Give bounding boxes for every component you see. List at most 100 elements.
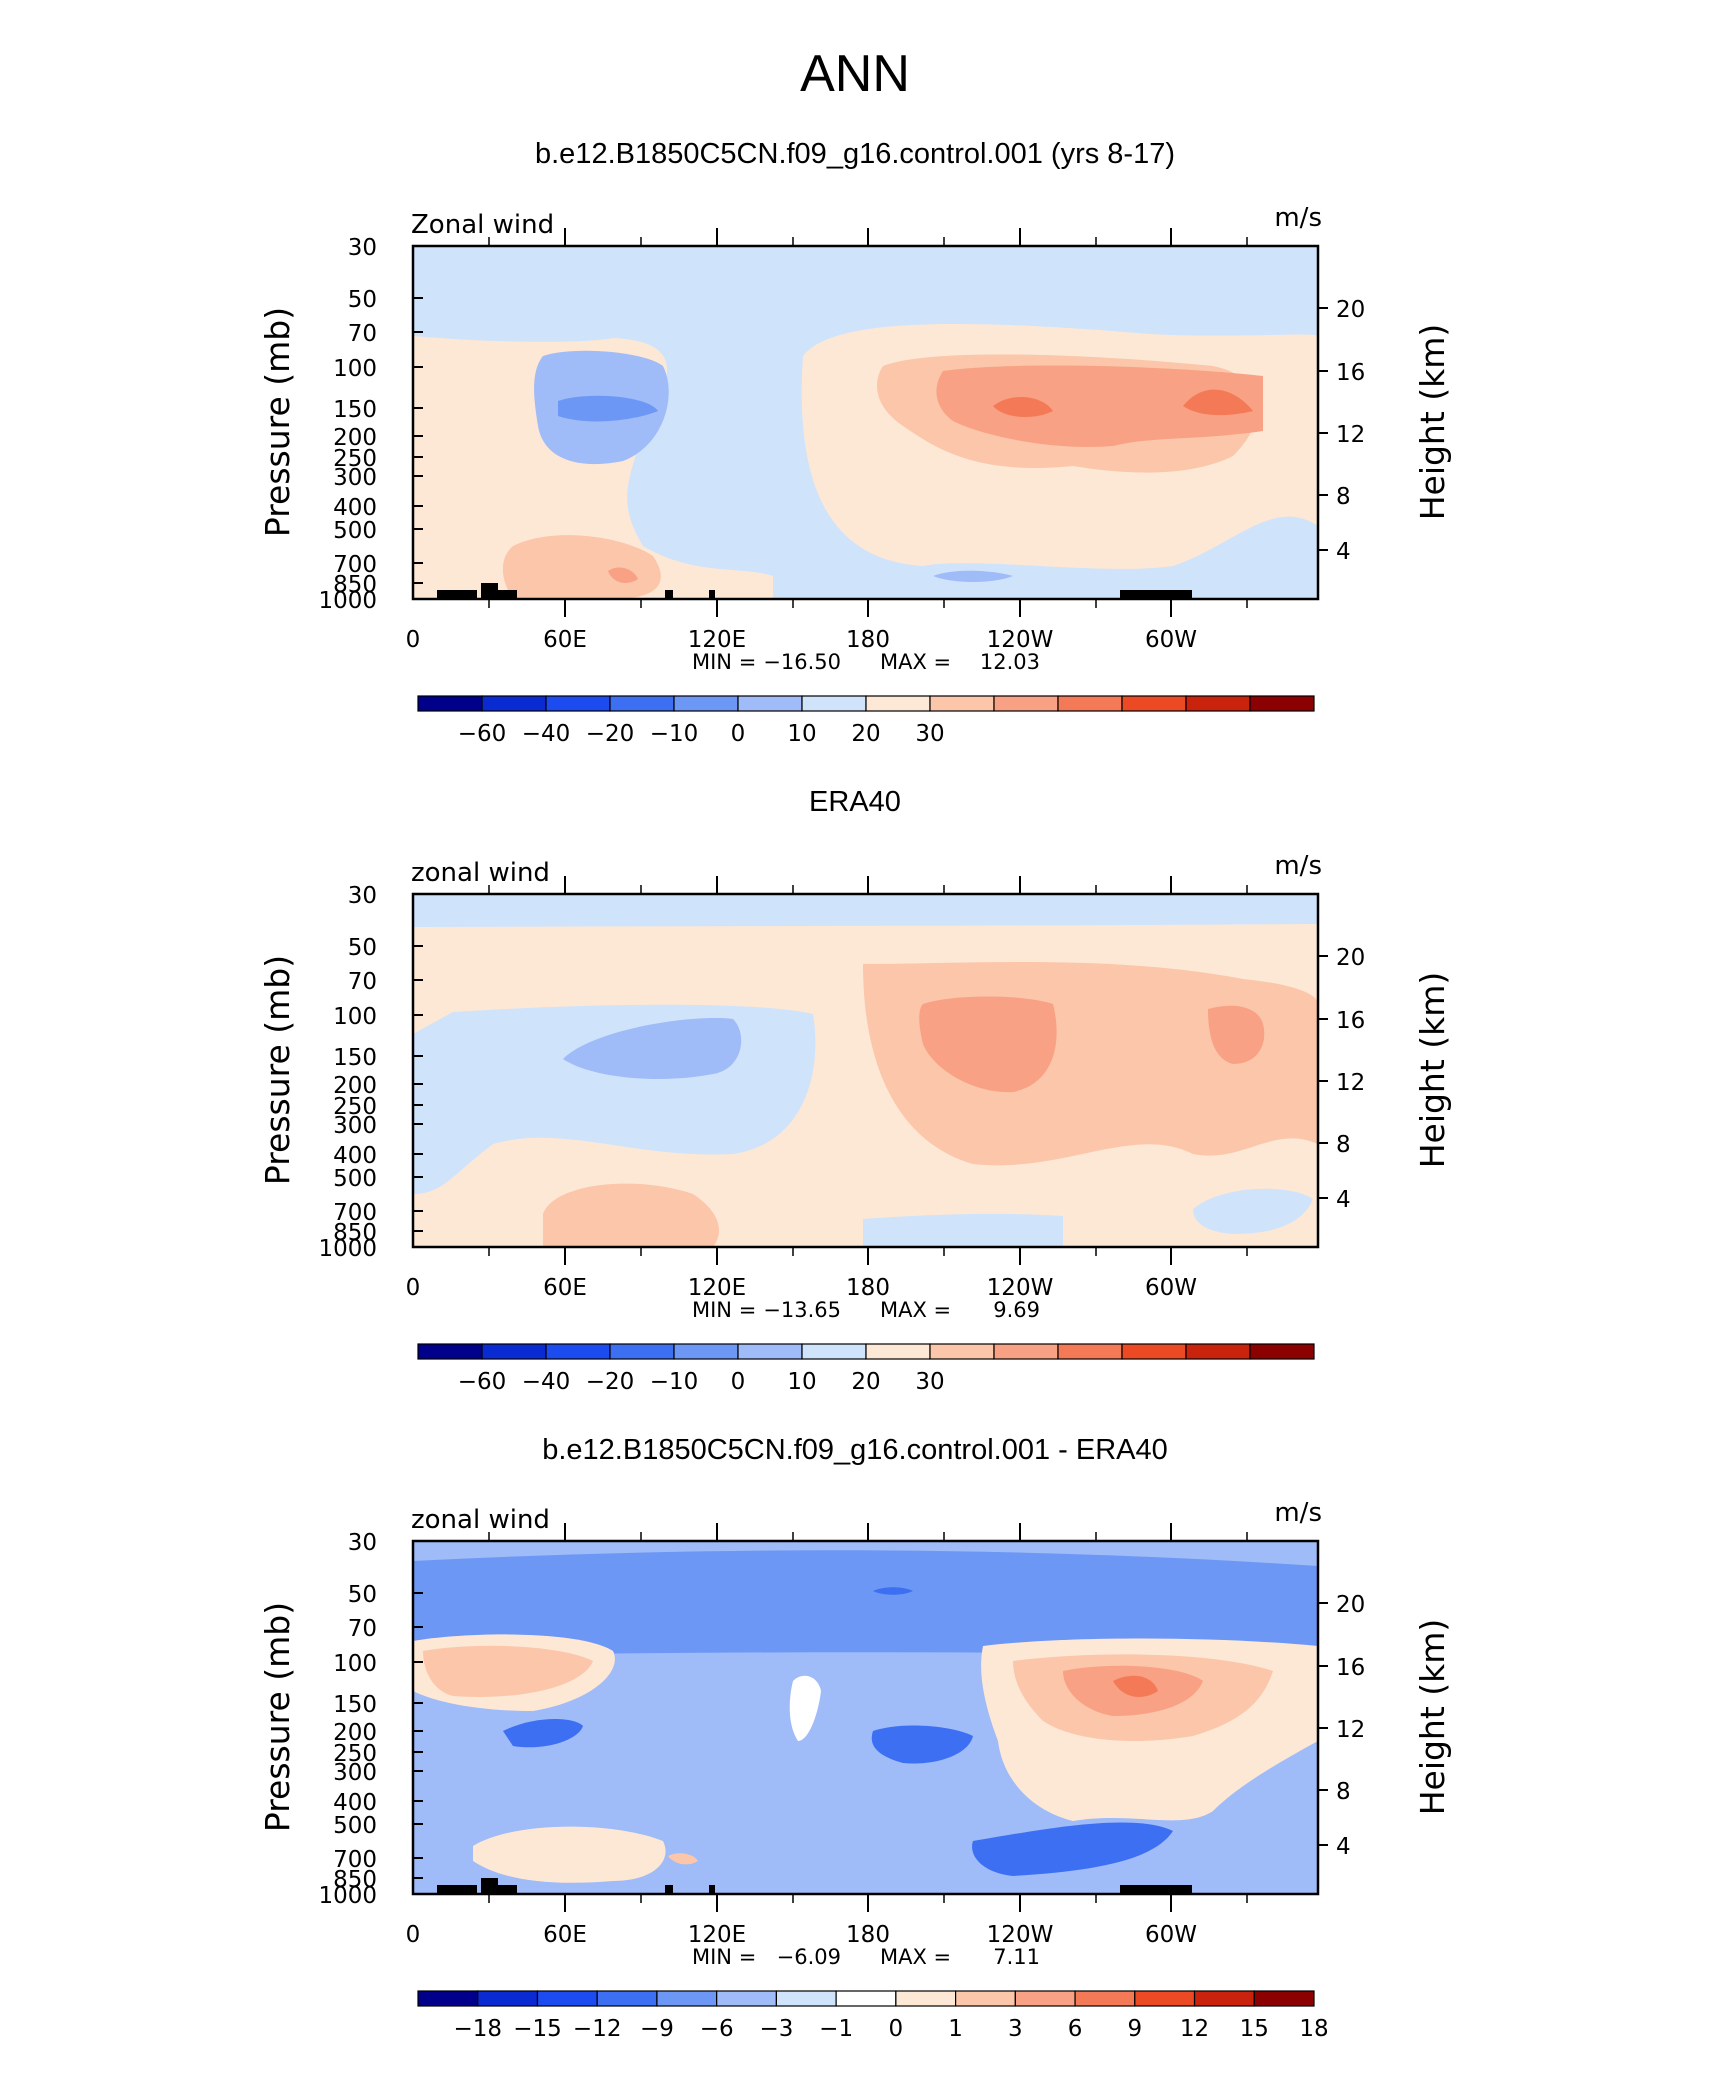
variable-label: zonal wind [411,1505,550,1535]
colorbar-label: −18 [453,2016,502,2042]
contour-low-positive [473,1826,666,1883]
y-tick-label: 1000 [318,1883,377,1909]
y-tick-label: 850 [333,572,377,598]
colorbar-swatch [673,1343,739,1360]
y-tick-label: 300 [333,1760,377,1786]
colorbar-swatch [481,1343,547,1360]
y-tick-label: 500 [333,1813,377,1839]
colorbar-label: −40 [522,1369,571,1395]
y-tick-label: 200 [333,1720,377,1746]
colorbar-swatch [1057,1343,1123,1360]
topography-block [437,590,477,598]
y-right-tick-label: 16 [1336,1008,1365,1034]
colorbar-swatch [1193,1990,1255,2007]
y-tick-label: 700 [333,552,377,578]
y-axis-title: Pressure (mb) [258,307,297,537]
topography-block [709,1885,715,1893]
contour-field [413,1541,1318,1894]
contour-negative-low [972,1822,1173,1876]
stat-max-label: MAX = [880,650,951,674]
contour-low-negative-1 [863,1213,1063,1247]
stat-min-value: −6.09 [777,1945,841,1969]
y-right-axis-title: Height (km) [1413,324,1452,521]
colorbar-label: 6 [1068,2016,1083,2042]
plot-frame [411,244,1320,601]
topography-block [490,590,517,598]
stat-min-label: MIN = [692,650,756,674]
y-right-tick-label: 8 [1336,1132,1351,1158]
colorbar-label: −3 [759,2016,793,2042]
y-tick-label: 700 [333,1847,377,1873]
x-tick-label: 60E [543,1275,587,1301]
plot-frame [411,892,1320,1249]
y-tick-label: 150 [333,1045,377,1071]
colorbar-label: 30 [915,1369,944,1395]
colorbar-label: 12 [1180,2016,1209,2042]
colorbar-swatch [993,695,1059,712]
y-right-tick-label: 8 [1336,1779,1351,1805]
contour-low-level [543,1183,719,1247]
topography [437,1878,1192,1893]
y-right-tick-label: 16 [1336,1655,1365,1681]
colorbar-label: −60 [458,1369,507,1395]
y-right-tick-label: 12 [1336,1717,1365,1743]
colorbar-label: −60 [458,721,507,747]
y-tick-label: 70 [348,321,377,347]
colorbar-swatch [865,695,931,712]
topography-block [1120,1885,1192,1893]
x-tick-label: 60E [543,627,587,653]
y-right-tick-label: 16 [1336,360,1365,386]
y-right-tick-label: 12 [1336,1070,1365,1096]
x-tick-label: 120E [688,627,746,653]
y-tick-label: 150 [333,397,377,423]
colorbar-swatch [929,695,995,712]
topography [437,583,1192,598]
x-tick-label: 120E [688,1275,746,1301]
y-tick-label: 400 [333,495,377,521]
colorbar-label: −10 [650,1369,699,1395]
colorbar: −18 −15 −12 −9 −6 −3 −1 0 1 3 6 9 12 15 18 [417,1990,1329,2042]
contour-low-negative-2 [1193,1188,1313,1234]
colorbar-label: −20 [586,721,635,747]
contour-negative-core [873,1587,913,1595]
variable-label: Zonal wind [411,210,554,240]
y-tick-label: 150 [333,1692,377,1718]
x-tick-label: 60W [1145,1922,1197,1948]
y-tick-label: 250 [333,1094,377,1120]
y-tick-label: 30 [348,1530,377,1556]
colorbar-swatch [1121,1343,1187,1360]
colorbar-swatch [477,1990,539,2007]
colorbar-label: −9 [640,2016,674,2042]
y-tick-label: 400 [333,1143,377,1169]
y-tick-label: 250 [333,1741,377,1767]
colorbar-swatch [609,695,675,712]
y-tick-label: 50 [348,287,377,313]
y-tick-label: 400 [333,1790,377,1816]
colorbar-swatch [865,1343,931,1360]
units-label: m/s [1274,203,1322,233]
x-tick-label: 60W [1145,627,1197,653]
x-tick-label: 180 [846,627,890,653]
colorbar-swatch [1253,1990,1315,2007]
x-tick-label: 60W [1145,1275,1197,1301]
colorbar-label: 1 [948,2016,963,2042]
stat-max-label: MAX = [880,1945,951,1969]
colorbar-label: 10 [787,721,816,747]
stat-max-value: 9.69 [993,1298,1040,1322]
contour-low-level [502,535,661,599]
colorbar-label: 20 [851,1369,880,1395]
contour-negative-top [413,894,1318,927]
colorbar-swatch [656,1990,718,2007]
x-tick-label: 180 [846,1922,890,1948]
colorbar-swatch [1249,1343,1315,1360]
stat-max-value: 12.03 [980,650,1040,674]
colorbar-swatch [1185,1343,1251,1360]
contour-low-positive-core [668,1853,698,1865]
topography-block [665,1885,673,1893]
variable-label: zonal wind [411,858,550,888]
y-right-tick-label: 4 [1336,539,1351,565]
y-tick-label: 300 [333,465,377,491]
contour-negative-core [558,395,658,422]
colorbar-label: −12 [573,2016,622,2042]
